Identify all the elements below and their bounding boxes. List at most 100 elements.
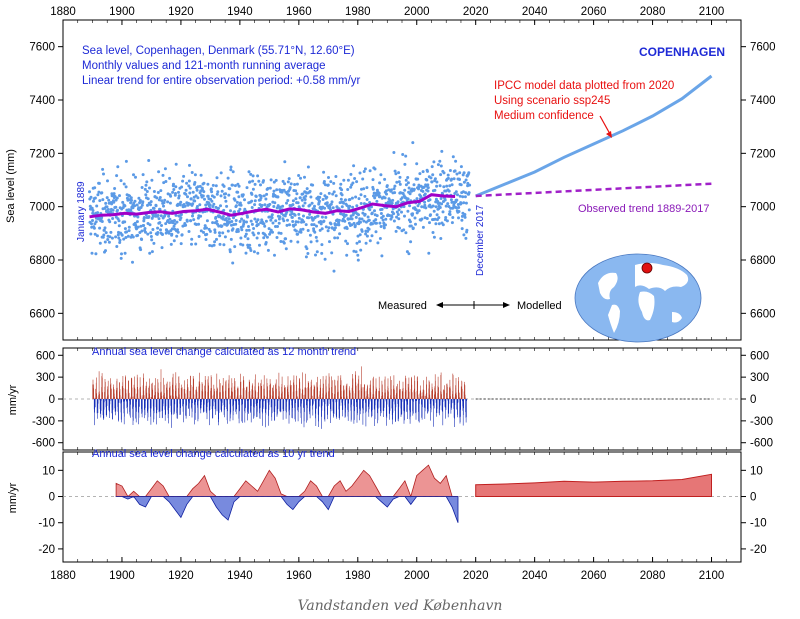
monthly-point xyxy=(90,251,94,255)
x-tick-label-bottom: 1880 xyxy=(50,570,76,582)
monthly-point xyxy=(143,227,147,230)
monthly-point xyxy=(127,225,131,229)
monthly-point xyxy=(215,176,219,180)
monthly-point xyxy=(262,222,266,226)
monthly-point xyxy=(213,230,217,234)
monthly-point xyxy=(362,187,366,191)
monthly-point xyxy=(444,204,448,208)
monthly-point xyxy=(329,222,333,226)
monthly-point xyxy=(356,258,360,262)
monthly-point xyxy=(262,194,266,198)
monthly-point xyxy=(349,172,353,176)
monthly-point xyxy=(100,216,104,220)
monthly-point xyxy=(169,242,173,246)
monthly-point xyxy=(124,236,128,239)
monthly-point xyxy=(115,174,119,178)
monthly-point xyxy=(158,221,162,225)
monthly-point xyxy=(363,194,367,198)
monthly-point xyxy=(467,171,471,175)
monthly-point xyxy=(318,199,321,203)
monthly-point xyxy=(121,200,125,204)
monthly-point xyxy=(157,217,161,221)
monthly-point xyxy=(332,269,336,273)
monthly-point xyxy=(273,201,277,205)
monthly-point xyxy=(406,197,410,201)
monthly-point xyxy=(109,230,113,234)
monthly-point xyxy=(222,208,226,212)
monthly-point xyxy=(170,232,174,236)
monthly-point xyxy=(384,189,388,193)
monthly-point xyxy=(265,192,269,196)
monthly-point xyxy=(358,217,362,221)
monthly-point xyxy=(114,205,118,209)
monthly-point xyxy=(354,215,358,219)
monthly-point xyxy=(113,195,117,198)
monthly-point xyxy=(249,172,253,176)
monthly-point xyxy=(177,190,180,194)
monthly-point xyxy=(285,223,289,227)
ten-year-negative-area xyxy=(115,496,459,523)
monthly-point xyxy=(227,193,231,197)
monthly-point xyxy=(222,243,226,247)
monthly-point xyxy=(360,217,364,221)
ipcc-line-3: Medium confidence xyxy=(494,110,594,122)
monthly-point xyxy=(237,184,241,188)
monthly-point xyxy=(149,203,152,207)
monthly-point xyxy=(344,239,348,243)
monthly-point xyxy=(428,198,432,202)
monthly-point xyxy=(296,232,300,236)
monthly-point xyxy=(368,208,372,212)
monthly-point xyxy=(194,223,198,226)
monthly-point xyxy=(171,190,175,194)
monthly-point xyxy=(448,210,452,214)
monthly-point xyxy=(395,215,399,219)
y-tick-label-left: 300 xyxy=(36,372,55,384)
monthly-point xyxy=(198,203,202,207)
monthly-point xyxy=(434,205,438,209)
monthly-point xyxy=(303,201,307,205)
monthly-point xyxy=(287,193,291,197)
monthly-point xyxy=(340,188,344,192)
monthly-point xyxy=(322,170,326,174)
monthly-point xyxy=(131,206,135,210)
monthly-point xyxy=(231,261,235,265)
monthly-point xyxy=(459,183,463,187)
monthly-point xyxy=(262,236,266,240)
monthly-point xyxy=(159,189,163,193)
monthly-point xyxy=(107,198,111,202)
monthly-point xyxy=(224,199,228,203)
monthly-point xyxy=(241,243,245,247)
monthly-point xyxy=(103,226,107,230)
panel-frame-3 xyxy=(62,451,742,563)
monthly-point xyxy=(429,213,432,217)
monthly-point xyxy=(393,169,397,173)
monthly-point xyxy=(96,193,100,197)
monthly-point xyxy=(315,250,319,254)
y-tick-label-right: 7000 xyxy=(750,202,776,214)
monthly-point xyxy=(188,163,191,167)
copenhagen-marker-icon xyxy=(641,262,653,274)
monthly-point xyxy=(272,205,276,208)
monthly-point xyxy=(91,219,94,222)
monthly-point xyxy=(229,237,233,241)
monthly-point xyxy=(253,199,257,203)
monthly-point xyxy=(379,212,383,215)
monthly-point xyxy=(319,222,323,226)
monthly-point xyxy=(205,232,209,236)
monthly-point xyxy=(379,173,383,177)
monthly-point xyxy=(308,233,312,237)
monthly-point xyxy=(434,222,438,226)
monthly-point xyxy=(462,180,466,184)
monthly-point xyxy=(179,200,183,204)
monthly-point xyxy=(156,214,160,217)
y-tick-label-right: 7400 xyxy=(750,95,776,107)
monthly-point xyxy=(149,235,153,238)
monthly-point xyxy=(144,193,148,197)
monthly-point xyxy=(368,169,372,173)
monthly-point xyxy=(330,200,334,204)
monthly-point xyxy=(89,232,93,236)
monthly-point xyxy=(376,241,380,245)
monthly-point xyxy=(349,185,353,189)
monthly-point xyxy=(101,167,105,171)
monthly-point xyxy=(161,173,165,177)
